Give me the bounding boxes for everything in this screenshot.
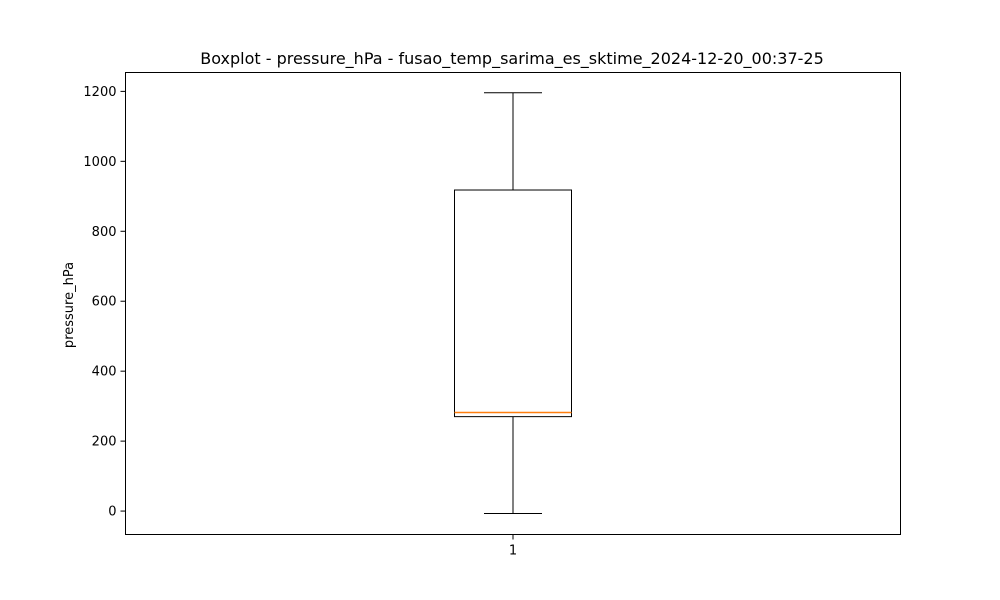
plot-frame (125, 72, 901, 535)
y-tick-label: 600 (92, 295, 117, 310)
y-tick-label: 400 (92, 365, 117, 380)
box-iqr (454, 189, 572, 418)
y-tick-label: 0 (108, 505, 116, 520)
y-tick-label: 1200 (83, 85, 116, 100)
y-tick-label: 800 (92, 225, 117, 240)
y-tick-label: 1000 (83, 155, 116, 170)
chart-title: Boxplot - pressure_hPa - fusao_temp_sari… (200, 49, 824, 69)
y-tick-label: 200 (92, 435, 117, 450)
y-axis-label: pressure_hPa (62, 262, 77, 348)
x-tick-label: 1 (509, 544, 517, 559)
